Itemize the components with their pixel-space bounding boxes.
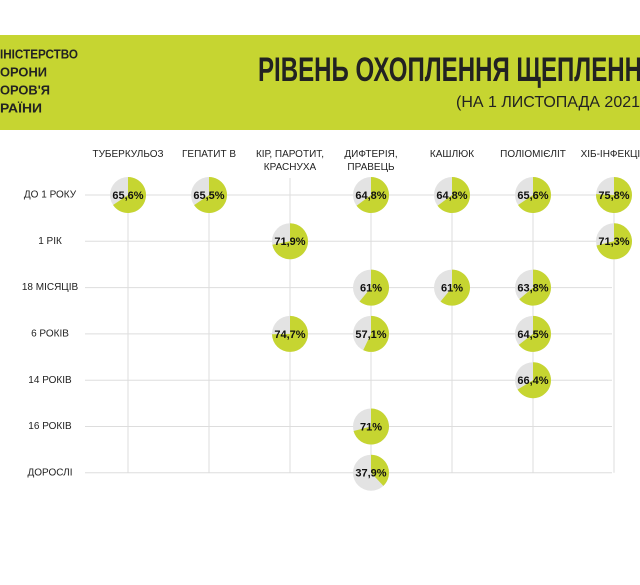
value-label: 64,8%: [436, 190, 467, 202]
column-header: КАШЛЮК: [429, 149, 475, 160]
row-label: 14 РОКІВ: [28, 375, 72, 386]
pie-slice: [194, 177, 227, 213]
pie-slice: [356, 177, 389, 213]
org-name: ІНІСТЕРСТВО: [0, 46, 78, 61]
row-label: ДО 1 РОКУ: [24, 190, 77, 201]
pie-slice: [437, 177, 470, 213]
value-label: 71,3%: [598, 236, 629, 248]
value-label: 37,9%: [355, 468, 386, 480]
pie-slice: [363, 315, 389, 352]
pie-slice: [359, 269, 390, 306]
column-header: ГЕПАТИТ В: [181, 149, 236, 160]
value-label: 61%: [441, 283, 463, 295]
column-header: КІР, ПАРОТИТ, КРАСНУХА: [255, 149, 325, 173]
pie-slice: [518, 177, 551, 213]
pie-slice: [519, 269, 552, 306]
chart-title: РІВЕНЬ ОХОПЛЕННЯ ЩЕПЛЕНН: [258, 51, 640, 89]
value-label: 71,9%: [274, 236, 305, 248]
pie-slice: [371, 454, 390, 486]
value-label: 63,8%: [517, 283, 548, 295]
column-header: ХІБ-ІНФЕКЦІЯ: [580, 149, 640, 160]
value-label: 64,8%: [355, 190, 386, 202]
row-label: 1 РІК: [38, 236, 62, 247]
pie-slice: [353, 408, 389, 445]
column-header: ПОЛІОМІЄЛІТ: [500, 149, 566, 160]
chart-subtitle: (НА 1 ЛИСТОПАДА 2021: [456, 94, 640, 111]
row-label: 6 РОКІВ: [31, 329, 69, 340]
value-label: 71%: [360, 421, 382, 433]
value-label: 65,6%: [112, 190, 143, 202]
pie-slice: [272, 315, 309, 352]
pie-slice: [596, 223, 633, 260]
value-label: 75,8%: [598, 190, 629, 202]
banner: [0, 35, 640, 130]
value-label: 61%: [360, 283, 382, 295]
pie-slice: [440, 269, 471, 306]
org-name: РАЇНИ: [0, 100, 42, 115]
row-label: 16 РОКІВ: [28, 421, 72, 432]
column-header: ТУБЕРКУЛЬОЗ: [92, 149, 164, 160]
value-label: 57,1%: [355, 329, 386, 341]
org-name: ОРОВ'Я: [0, 82, 50, 97]
value-label: 66,4%: [517, 375, 548, 387]
column-header: ДИФТЕРІЯ, ПРАВЕЦЬ: [344, 149, 398, 173]
pie-slice: [113, 177, 146, 213]
org-name: ОРОНИ: [0, 64, 47, 79]
value-label: 74,7%: [274, 329, 305, 341]
row-label: 18 МІСЯЦІВ: [22, 282, 79, 293]
pie-slice: [518, 315, 551, 352]
row-label: ДОРОСЛІ: [27, 467, 72, 478]
pie-slice: [596, 177, 632, 213]
pie-slice: [272, 223, 308, 260]
value-label: 64,5%: [517, 329, 548, 341]
value-label: 65,5%: [193, 190, 224, 202]
value-label: 65,6%: [517, 190, 548, 202]
pie-slice: [517, 362, 551, 399]
